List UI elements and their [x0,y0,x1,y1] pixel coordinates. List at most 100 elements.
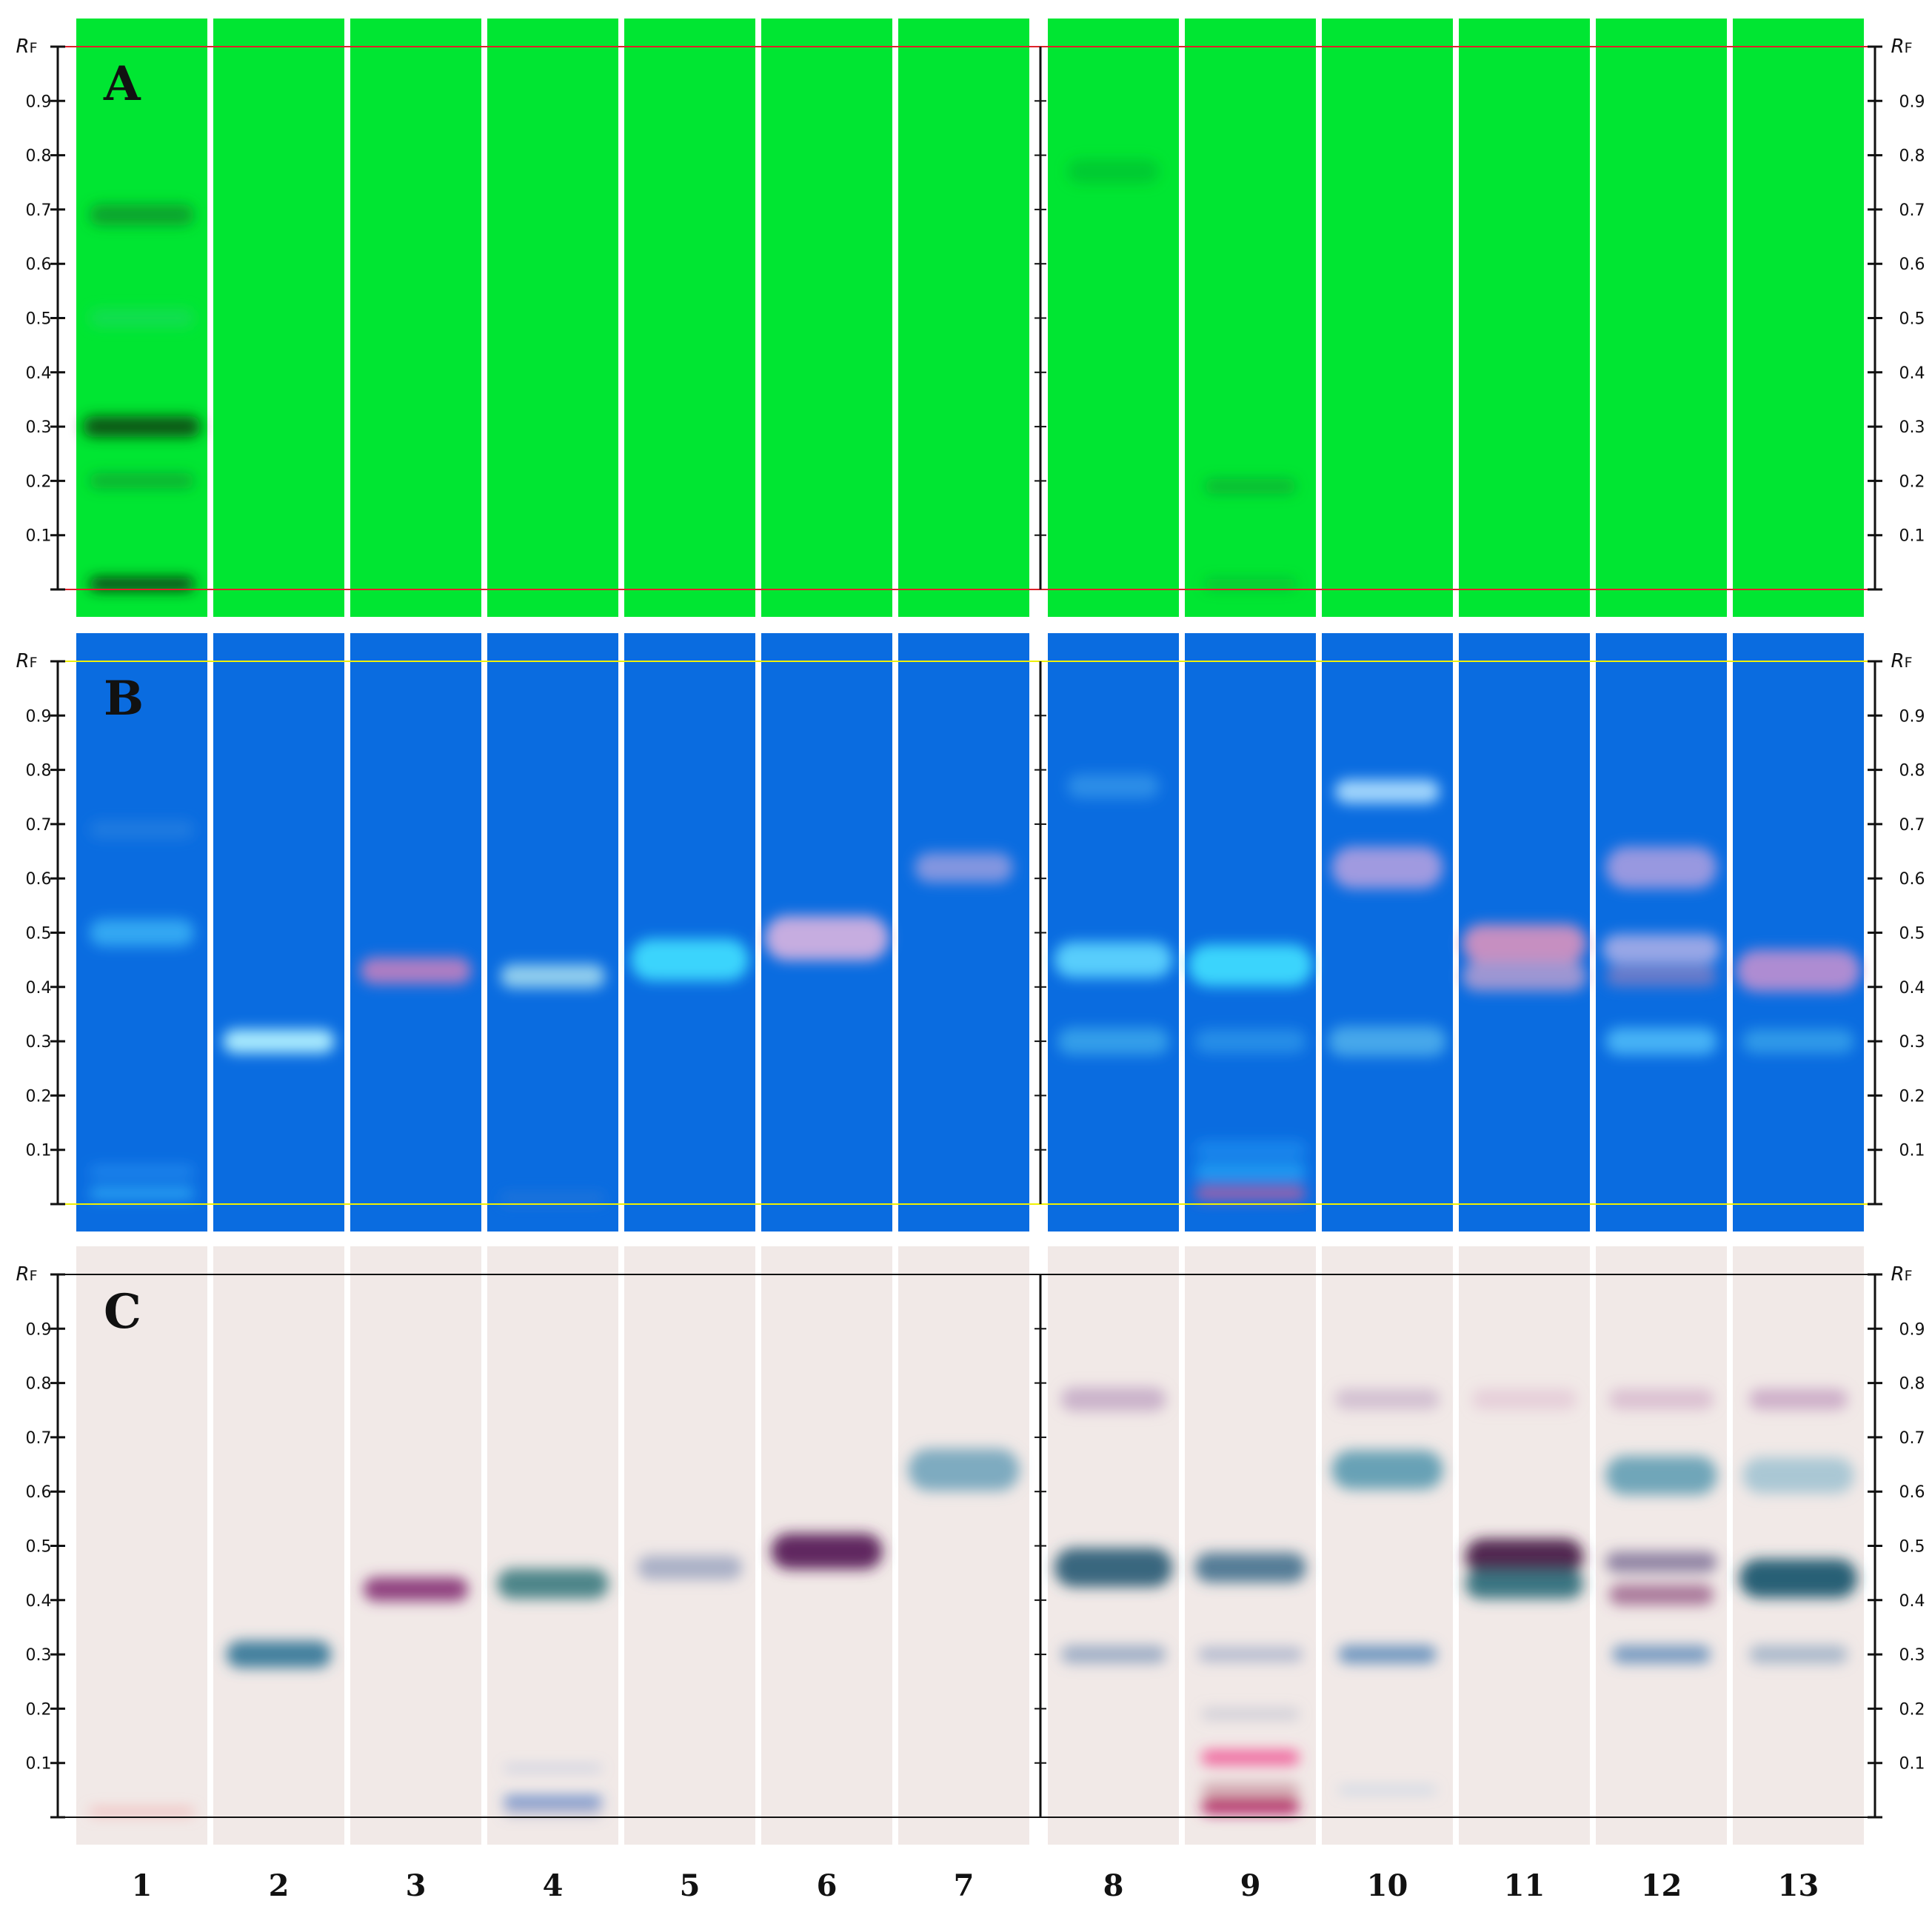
lane-strip [487,1246,618,1845]
lane-strip [898,1246,1029,1845]
lane-strip [1322,1246,1453,1845]
band-spot [363,1577,469,1602]
band-spot [1742,1457,1854,1494]
band-spot [915,852,1013,883]
lane-number: 8 [1103,1868,1124,1903]
rf-tick-label: 0.3 [26,418,52,437]
rf-tick-label: 0.6 [26,1483,52,1502]
band-spot [1204,478,1297,494]
lane-strip [350,633,481,1231]
band-spot [1060,1645,1166,1664]
lane-number: 12 [1641,1868,1682,1903]
rf-tick-label: 0.1 [26,527,52,546]
rf-tick-label: 0.7 [1899,1429,1925,1448]
lane-strip [1596,1246,1727,1845]
band-spot [1331,1450,1443,1490]
rf-tick-label: 0.7 [26,816,52,835]
band-spot [1605,966,1717,987]
panel-letter: A [103,56,141,112]
plate-panel-b: RF0.90.80.70.60.50.40.30.20.1RF0.90.80.7… [16,633,1925,1231]
rf-tick-label: 0.2 [26,1700,52,1719]
rf-tick-label: 0.2 [1899,1087,1925,1106]
band-spot [89,1165,195,1178]
lane-strip [1596,633,1727,1231]
rf-tick-label: 0.6 [1899,1483,1925,1502]
band-spot [360,957,472,984]
rf-title-main: R [1891,36,1904,58]
lane-strip [1733,19,1864,617]
band-spot [89,309,195,327]
panel-letter: B [104,671,144,726]
lane-strip [213,19,344,617]
rf-tick-label: 0.9 [26,93,52,111]
rf-tick-label: 0.1 [1899,527,1925,546]
lane-number: 5 [680,1868,701,1903]
rf-tick-label: 0.7 [26,1429,52,1448]
rf-tick-label: 0.5 [1899,1538,1925,1557]
rf-tick-label: 0.1 [1899,1142,1925,1160]
band-spot [1736,949,1861,992]
band-spot [504,1808,602,1816]
band-spot [1334,1388,1440,1410]
rf-tick-label: 0.1 [1899,1755,1925,1774]
lane-strip [1185,19,1316,617]
band-spot [1462,923,1587,963]
lane-strip [1322,19,1453,617]
rf-tick-label: 0.2 [26,472,52,491]
band-spot [1471,1388,1577,1410]
band-spot [1201,1750,1300,1765]
band-spot [1608,1584,1714,1605]
band-spot [1602,934,1721,964]
band-spot [1605,846,1717,889]
band-spot [1197,1647,1303,1662]
band-spot [1749,1645,1848,1664]
band-spot [1194,1552,1306,1583]
lane-strip [487,633,618,1231]
band-spot [1054,1548,1173,1588]
lane-strip [76,1246,207,1845]
lane-strip [898,633,1029,1231]
panel-letter: C [104,1284,141,1340]
rf-tick-label: 0.9 [26,707,52,726]
band-group [89,774,1861,1205]
band-spot [223,1029,335,1054]
band-spot [89,821,195,839]
band-spot [497,1568,609,1600]
rf-tick-label: 0.3 [1899,418,1925,437]
rf-tick-label: 0.1 [26,1142,52,1160]
band-spot [1194,1163,1306,1180]
rf-tick-label: 0.3 [26,1646,52,1665]
band-spot [1605,1455,1717,1495]
lane-strip [487,19,618,617]
rf-tick-label: 0.4 [1899,1592,1925,1611]
rf-tick-label: 0.9 [1899,1320,1925,1339]
plate-panel-c: RF0.90.80.70.60.50.40.30.20.1RF0.90.80.7… [16,1246,1925,1845]
rf-tick-label: 0.6 [26,255,52,274]
rf-title-sub: F [30,1268,38,1284]
band-spot [1605,1551,1717,1573]
rf-title-main: R [1891,650,1904,672]
lane-strip [1048,1246,1179,1845]
band-spot [1067,159,1160,184]
rf-axis-title: RF [16,1263,37,1286]
band-spot [637,1555,743,1580]
rf-tick-label: 0.6 [1899,255,1925,274]
band-spot [1201,1799,1300,1814]
lane-number: 13 [1778,1868,1819,1903]
lane-strip [1048,633,1179,1231]
rf-title-sub: F [30,40,38,56]
band-spot [908,1448,1020,1491]
lane-number: 9 [1240,1868,1261,1903]
band-spot [1060,1387,1166,1411]
band-spot [89,473,195,489]
plate-panel-a: RF0.90.80.70.60.50.40.30.20.1RF0.90.80.7… [16,19,1925,617]
rf-title-main: R [1891,1263,1904,1286]
lane-strip [1459,19,1590,617]
band-spot [1608,1388,1714,1410]
band-spot [1331,846,1443,889]
rf-title-sub: F [30,655,38,671]
rf-tick-label: 0.2 [1899,1700,1925,1719]
band-spot [89,1808,195,1816]
rf-title-main: R [16,650,29,672]
